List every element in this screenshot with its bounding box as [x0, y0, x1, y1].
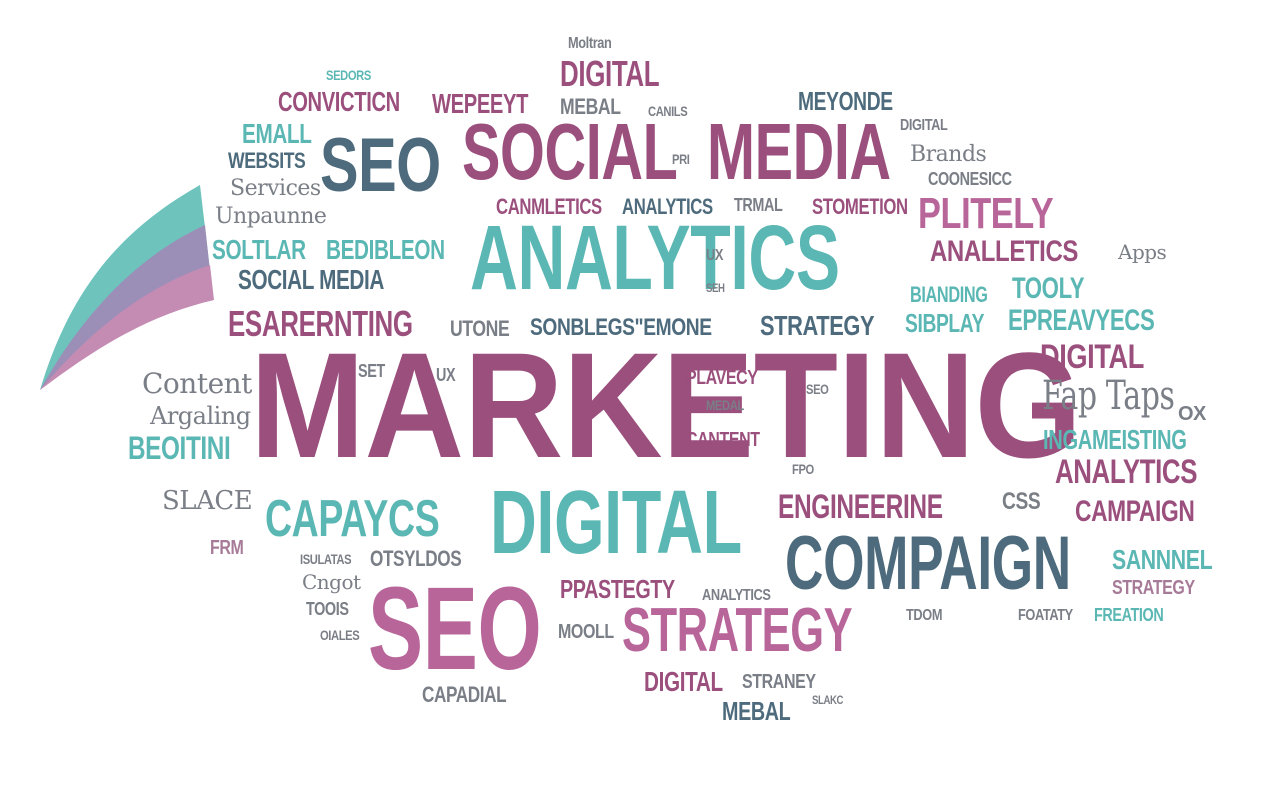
- word-foatatty: FOATATY: [1018, 607, 1073, 624]
- word-css: CSS: [1002, 488, 1041, 515]
- word-cngot: Cngot: [302, 570, 361, 594]
- word-soltlar: SOLTLAR: [212, 234, 306, 265]
- word-media: MEDIA: [707, 107, 891, 196]
- word-sonblegs: SONBLEGS"EMONE: [530, 314, 712, 341]
- word-fap-taps: Fap Taps: [1042, 373, 1175, 419]
- word-analletics: ANALLETICS: [930, 235, 1078, 268]
- word-social-media-small: SOCIAL MEDIA: [238, 264, 384, 295]
- word-ingameisting: INGAMEISTING: [1043, 424, 1187, 455]
- word-digital-big: DIGITAL: [490, 473, 742, 573]
- word-argaling: Argaling: [150, 402, 251, 430]
- word-tdom: TDOM: [906, 607, 943, 624]
- word-epreavyecs: EPREAVYECS: [1008, 304, 1155, 337]
- word-seo-small: SEO: [806, 381, 829, 397]
- word-coonesicc: COONESICC: [928, 169, 1012, 189]
- word-digital-bottom: DIGITAL: [644, 666, 723, 697]
- word-wepeeyt: WEPEEYT: [432, 88, 529, 119]
- word-bedibleon: BEDIBLEON: [326, 234, 445, 265]
- word-brands: Brands: [910, 142, 987, 167]
- word-services: Services: [230, 176, 321, 201]
- word-freation: FREATION: [1094, 605, 1164, 625]
- word-slace: SLACE: [162, 486, 253, 516]
- word-campaign: CAMPAIGN: [1075, 495, 1195, 528]
- word-analytics-small: ANALYTICS: [622, 194, 713, 219]
- word-medal: MEDAL: [706, 397, 744, 413]
- word-straney: STRANEY: [742, 671, 816, 693]
- word-meyonde: MEYONDE: [798, 86, 893, 116]
- word-fpo: FPO: [792, 461, 814, 477]
- word-apps: Apps: [1118, 240, 1167, 264]
- word-ppastegty: PPASTEGTY: [560, 574, 675, 604]
- word-mebal: MEBAL: [722, 696, 791, 726]
- word-bianding: BIANDING: [910, 282, 988, 307]
- word-pri: PRI: [672, 151, 690, 167]
- word-marketing: MARKETING: [250, 321, 1082, 489]
- word-sedors: SEDORS: [326, 67, 371, 83]
- word-mebal-top: MEBAL: [560, 94, 621, 119]
- word-canmletics: CANMLETICS: [496, 194, 602, 219]
- word-set: SET: [358, 361, 385, 381]
- word-moltran: Moltran: [568, 35, 612, 52]
- word-emall: EMALL: [242, 118, 312, 149]
- word-strategy-big: STRATEGY: [622, 596, 853, 665]
- word-social: SOCIAL: [462, 107, 678, 196]
- word-seo-top: SEO: [320, 123, 441, 208]
- word-websits: WEBSITS: [228, 148, 306, 173]
- word-utone: UTONE: [450, 316, 510, 341]
- word-mooll: MOOLL: [558, 621, 614, 643]
- word-beoitini: BEOITINI: [128, 430, 231, 466]
- word-digital-tiny: DIGITAL: [900, 117, 948, 134]
- word-oiales: OIALES: [320, 627, 360, 643]
- word-frm: FRM: [210, 537, 244, 559]
- word-tooly: TOOLY: [1012, 272, 1085, 305]
- word-trmal: TRMAL: [734, 195, 783, 215]
- word-sannnel: SANNNEL: [1112, 544, 1213, 575]
- word-unpaunne: Unpaunne: [215, 204, 327, 229]
- word-strategy-mid: STRATEGY: [760, 310, 875, 341]
- word-convicticn: CONVICTICN: [278, 86, 400, 117]
- word-analytics-bottom: ANALYTICS: [702, 587, 771, 604]
- word-capaycs: CAPAYCS: [265, 490, 440, 548]
- word-isulatas: ISULATAS: [300, 551, 352, 567]
- word-plitely: PLITELY: [918, 189, 1054, 238]
- word-strategy-right: STRATEGY: [1112, 577, 1195, 599]
- word-seo-bottom: SEO: [368, 563, 542, 695]
- word-plavecy: PLAVECY: [686, 367, 758, 389]
- word-compaign: COMPAIGN: [785, 521, 1071, 606]
- word-digital-top: DIGITAL: [560, 53, 660, 94]
- word-sibplay: SIBPLAY: [905, 308, 985, 338]
- word-engineerine: ENGINEERINE: [778, 488, 943, 526]
- word-stometion: STOMETION: [812, 194, 908, 219]
- word-analytics-right: ANALYTICS: [1055, 453, 1198, 491]
- word-seh: SEH: [706, 281, 725, 295]
- swoosh-logo-icon: [40, 185, 214, 390]
- word-esarernting: ESARERNTING: [228, 303, 413, 344]
- word-analytics: ANALYTICS: [470, 207, 840, 309]
- word-content: Content: [142, 367, 252, 400]
- word-toois: TOOIS: [306, 599, 349, 619]
- word-digital-right: DIGITAL: [1040, 338, 1144, 376]
- word-ux-b: UX: [436, 365, 456, 385]
- word-ox: OX: [1178, 403, 1206, 425]
- word-slakc: SLAKC: [812, 693, 844, 707]
- word-ux-a: UX: [706, 247, 723, 264]
- word-otsyldos: OTSYLDOS: [370, 546, 462, 571]
- word-capadial: CAPADIAL: [422, 682, 507, 707]
- word-canils: CANILS: [648, 103, 688, 119]
- word-cantent: CANTENT: [686, 429, 760, 451]
